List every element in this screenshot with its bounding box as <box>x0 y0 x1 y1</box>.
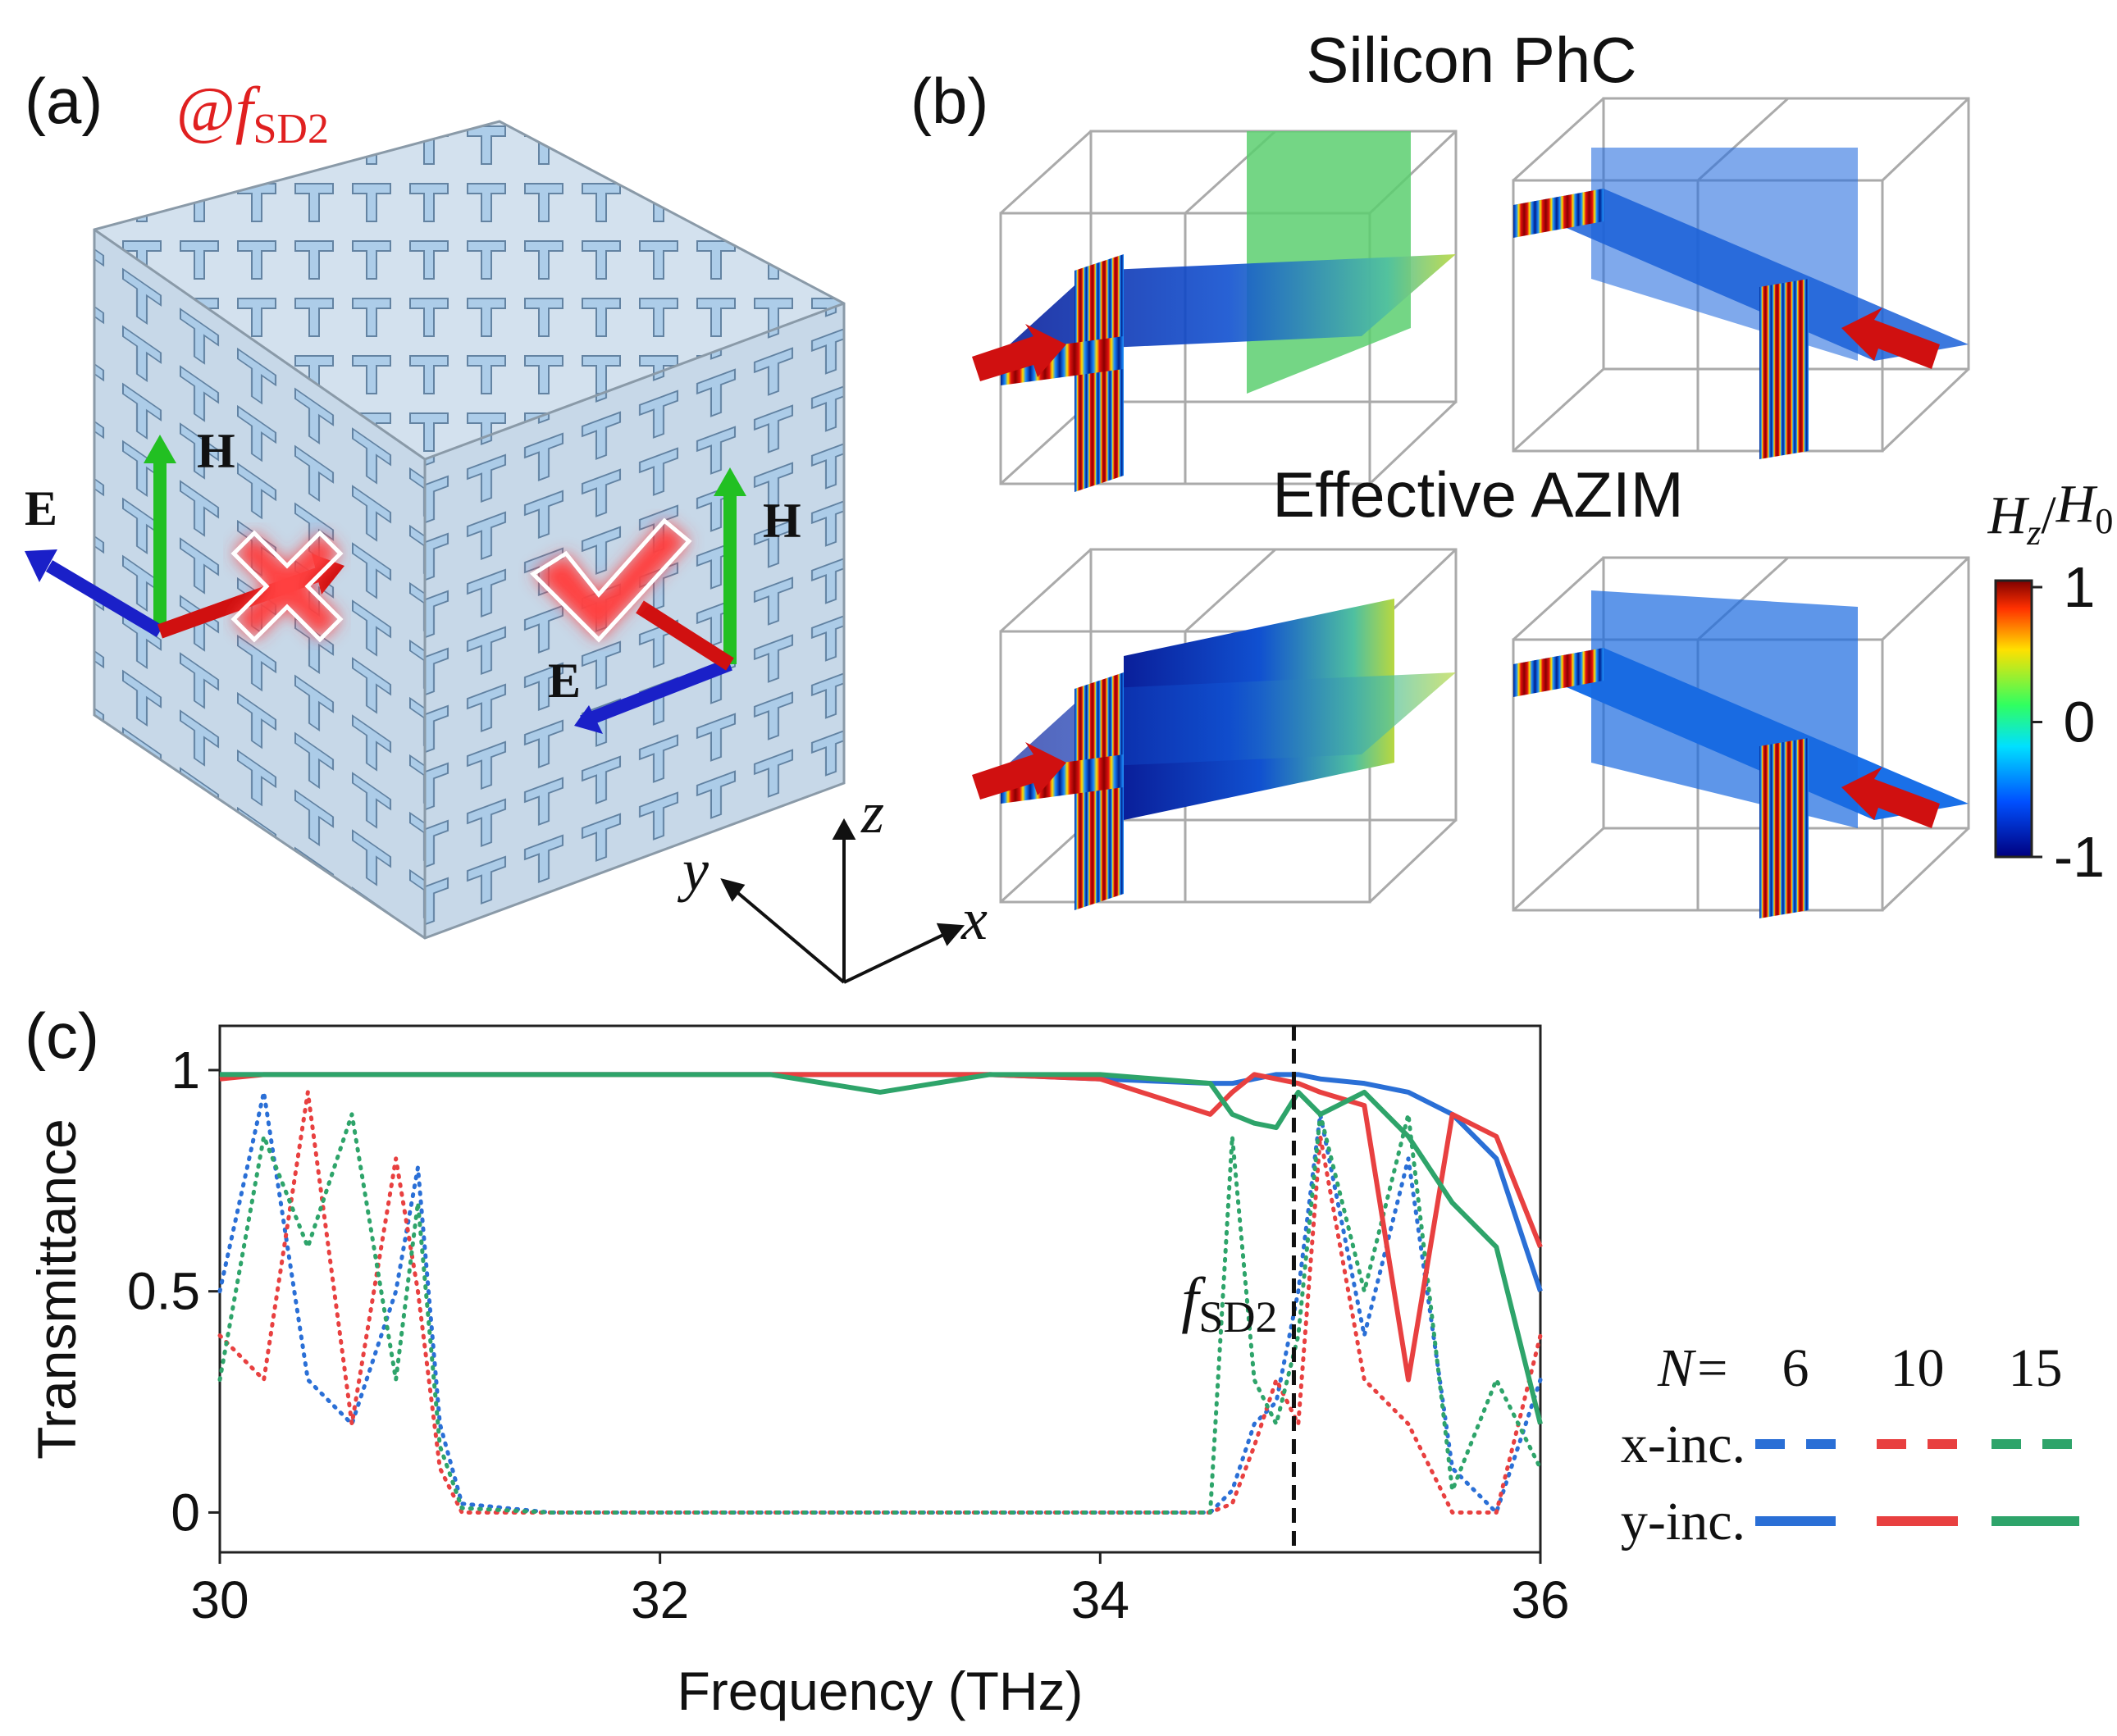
field-label: H <box>197 424 235 478</box>
panel-label: (a) <box>25 65 103 137</box>
colorbar-title-part: / <box>2041 485 2056 545</box>
coordinate-axes <box>720 818 965 984</box>
annotation-subscript: SD2 <box>1198 1292 1277 1342</box>
colorbar-title-part: H <box>2055 474 2098 534</box>
field-label: H <box>763 494 801 548</box>
field-label: E <box>25 481 57 535</box>
axis-name: y <box>677 837 709 903</box>
panel-label: (c) <box>25 1000 99 1072</box>
colorbar-tick-label: 0 <box>2064 690 2096 754</box>
legend-row: x-inc. <box>1621 1415 1745 1474</box>
annotation-label: fSD2 <box>1181 1265 1277 1342</box>
x-axis-label: Frequency (THz) <box>677 1661 1083 1721</box>
colorbar-title-part: H <box>1987 485 2030 545</box>
y-tick-label: 0.5 <box>127 1262 200 1321</box>
panel-label: (b) <box>910 65 988 137</box>
row-title: Effective AZIM <box>1272 458 1683 531</box>
x-tick-label: 30 <box>190 1570 249 1629</box>
y-axis-label: Transmittance <box>26 1119 87 1460</box>
field-label: E <box>548 654 581 708</box>
y-tick-label: 1 <box>171 1041 200 1100</box>
y-tick-label: 0 <box>171 1483 200 1542</box>
transmittance-chart: 30 32 34 36 0 0.5 1 Frequency (THz) Transmittanc… <box>26 1024 2079 1721</box>
colorbar-title-part: 0 <box>2095 501 2113 541</box>
axis-name: x <box>960 886 988 952</box>
legend-row: y-inc. <box>1621 1492 1745 1551</box>
series-line <box>217 1090 1543 1515</box>
legend-column: 10 <box>1891 1338 1945 1398</box>
field-arrows <box>25 435 746 734</box>
series-line <box>220 1072 1543 1425</box>
field-box <box>1512 556 1970 918</box>
field-box <box>972 130 1458 492</box>
row-title: Silicon PhC <box>1306 24 1636 96</box>
colorbar-tick-label: 1 <box>2064 555 2096 619</box>
condition-label: @fSD2 <box>176 74 329 153</box>
field-box <box>1512 97 1970 459</box>
x-tick-label: 32 <box>631 1570 689 1629</box>
legend-column: 6 <box>1782 1338 1809 1398</box>
legend-title: N= <box>1657 1338 1731 1398</box>
legend-column: 15 <box>2009 1338 2063 1398</box>
series-line <box>217 1112 1543 1515</box>
x-tick-label: 36 <box>1511 1570 1569 1629</box>
colorbar-tick-label: -1 <box>2054 825 2105 889</box>
colorbar <box>1994 579 2033 859</box>
field-box <box>972 548 1458 910</box>
x-tick-label: 34 <box>1071 1570 1129 1629</box>
series-line <box>219 1072 1543 1383</box>
series-line <box>217 1090 1543 1515</box>
axis-name: z <box>860 780 884 845</box>
cube <box>93 120 846 940</box>
colorbar-title: Hz/H0 <box>1987 474 2114 553</box>
colorbar-title-part: z <box>2026 513 2041 553</box>
